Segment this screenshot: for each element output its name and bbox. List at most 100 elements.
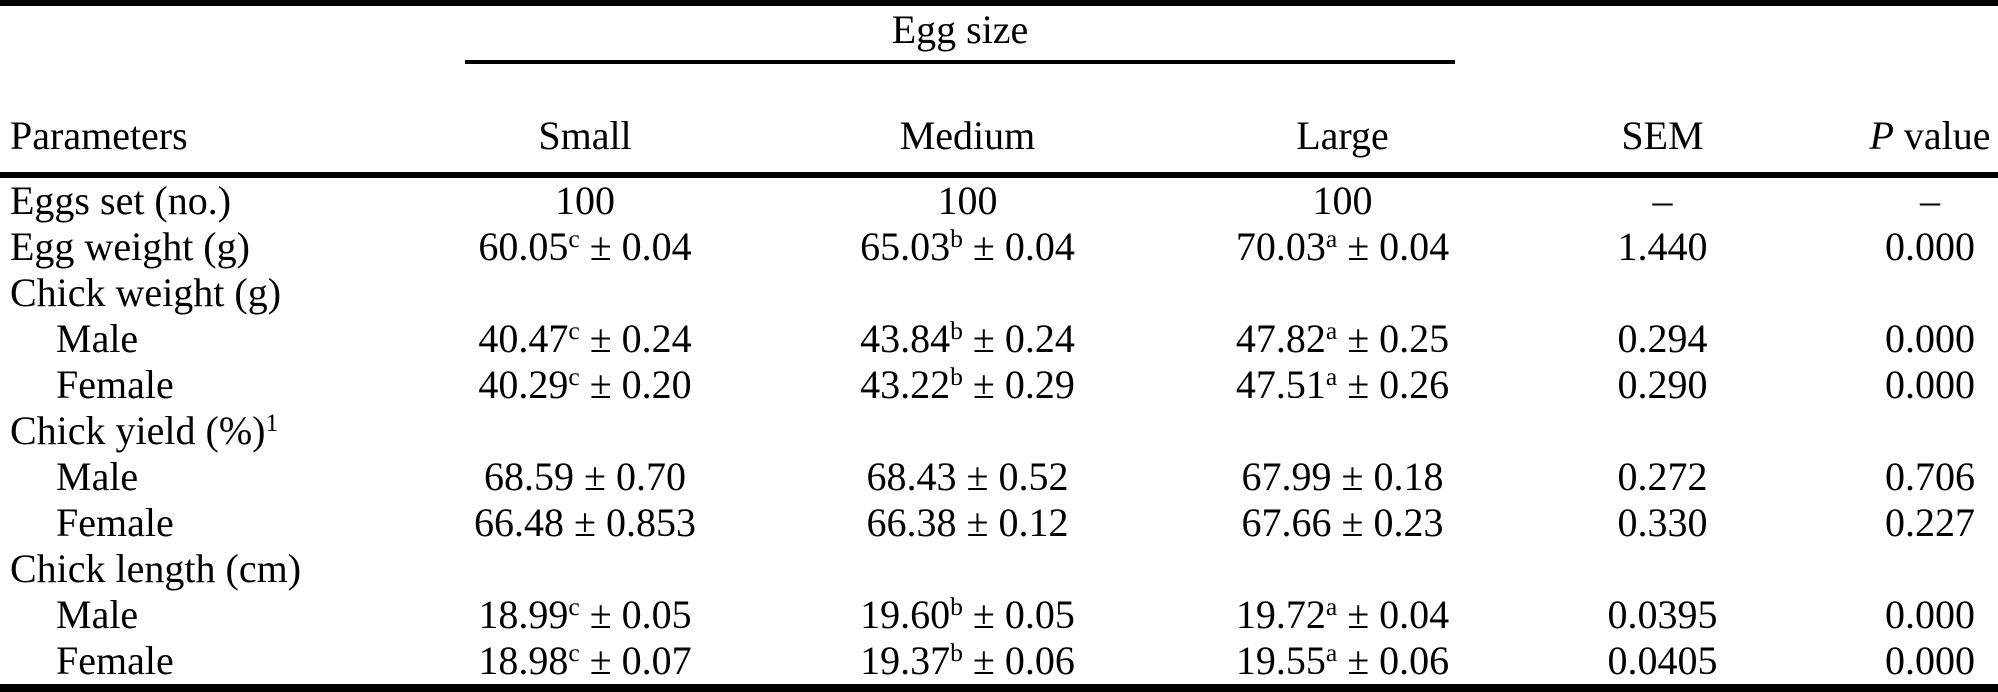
- table-row: Female 18.98c ± 0.07 19.37b ± 0.06 19.55a ±…: [0, 638, 1998, 692]
- cell-value: 40.29c ± 0.20: [478, 362, 692, 407]
- cell-value: [1525, 270, 1800, 316]
- table-row: Female 66.48 ± 0.853 66.38 ± 0.12 67.66 ± 0…: [0, 500, 1998, 546]
- cell-value: [395, 270, 775, 316]
- cell-value: [1525, 546, 1800, 592]
- cell-value: 67.66 ± 0.23: [1241, 500, 1444, 545]
- cell-value: 19.55a ± 0.06: [1160, 638, 1526, 692]
- cell-value: [1800, 408, 1998, 454]
- cell-value: 0.330: [1617, 500, 1708, 545]
- cell-value: [1160, 546, 1525, 592]
- cell-value: 0.000: [1800, 638, 1998, 692]
- cell-value: 43.84b ± 0.24: [860, 316, 1075, 361]
- significance-superscript: b: [950, 224, 963, 254]
- cell-value: 19.72a ± 0.04: [1235, 592, 1450, 637]
- table-row: Female 40.29c ± 0.20 43.22b ± 0.29 47.51a ±…: [0, 362, 1998, 408]
- table-row: Chick length (cm): [0, 546, 1998, 592]
- significance-superscript: a: [1325, 224, 1338, 254]
- significance-superscript: b: [950, 638, 963, 668]
- column-header-sem: SEM: [1525, 68, 1801, 178]
- table-body: Eggs set (no.) 100 100 100 – – Egg weight (g) 6…: [0, 175, 1998, 692]
- column-header-parameters: Parameters: [0, 68, 395, 178]
- significance-superscript: c: [568, 316, 580, 346]
- significance-superscript: c: [568, 592, 580, 622]
- row-parameter-label: Chick weight (g): [10, 270, 282, 315]
- row-parameter-label: Egg weight (g): [10, 224, 250, 269]
- cell-value: 68.59 ± 0.70: [484, 454, 686, 499]
- row-parameter-label: Female: [0, 638, 395, 692]
- row-parameter-label: Male: [56, 592, 139, 637]
- spanner-spacer-right: [1525, 3, 1998, 68]
- cell-value: 47.51a ± 0.26: [1235, 362, 1450, 407]
- cell-value: [1525, 408, 1800, 454]
- spanner-spacer-left: [0, 3, 395, 68]
- table-row: Chick yield (%)1: [0, 408, 1998, 454]
- cell-value: [1800, 270, 1998, 316]
- cell-value: [395, 408, 775, 454]
- cell-value: 0.0405: [1525, 638, 1801, 692]
- significance-superscript: a: [1325, 638, 1338, 668]
- cell-value: 0.294: [1617, 316, 1708, 361]
- cell-value: [1160, 408, 1525, 454]
- cell-value: 40.47c ± 0.24: [478, 316, 692, 361]
- cell-value: 100: [555, 178, 615, 223]
- significance-superscript: b: [950, 316, 963, 346]
- table-row: Chick weight (g): [0, 270, 1998, 316]
- table-row: Male 18.99c ± 0.05 19.60b ± 0.05 19.72a ± 0…: [0, 592, 1998, 638]
- cell-value: 0.0395: [1607, 592, 1718, 637]
- column-header-large: Large: [1160, 68, 1526, 178]
- cell-value: –: [1920, 178, 1941, 223]
- cell-value: [775, 408, 1160, 454]
- row-parameter-label: Eggs set (no.): [10, 178, 232, 223]
- cell-value: 0.706: [1885, 454, 1976, 499]
- significance-superscript: c: [568, 362, 580, 392]
- spanner-row: Egg size: [0, 3, 1998, 68]
- row-parameter-label: Female: [56, 500, 174, 545]
- column-header-p-value: P value: [1800, 68, 1998, 178]
- footnote-marker: 1: [265, 408, 279, 438]
- significance-superscript: b: [950, 362, 963, 392]
- spanner-cell: Egg size: [395, 3, 1525, 68]
- cell-value: 100: [937, 178, 998, 223]
- cell-value: 68.43 ± 0.52: [866, 454, 1069, 499]
- cell-value: [1800, 546, 1998, 592]
- p-value-italic-p: P: [1869, 113, 1894, 158]
- cell-value: 0.000: [1885, 316, 1976, 361]
- cell-value: 43.22b ± 0.29: [860, 362, 1075, 407]
- significance-superscript: a: [1325, 316, 1338, 346]
- cell-value: 0.000: [1885, 362, 1976, 407]
- cell-value: 0.290: [1617, 362, 1708, 407]
- row-parameter-label: Female: [56, 362, 174, 407]
- column-header-row: Parameters Small Medium Large SEM P valu…: [0, 68, 1998, 178]
- cell-value: 0.000: [1885, 224, 1976, 269]
- significance-superscript: b: [950, 592, 963, 622]
- cell-value: [775, 546, 1160, 592]
- row-parameter-label: Chick length (cm): [10, 546, 302, 591]
- cell-value: 0.000: [1885, 592, 1976, 637]
- cell-value: 1.440: [1617, 224, 1708, 269]
- cell-value: 60.05c ± 0.04: [478, 224, 692, 269]
- significance-superscript: c: [568, 638, 580, 668]
- cell-value: 67.99 ± 0.18: [1241, 454, 1444, 499]
- significance-superscript: a: [1325, 592, 1338, 622]
- table-row: Egg weight (g) 60.05c ± 0.04 65.03b ± 0.04…: [0, 224, 1998, 270]
- row-parameter-label: Chick yield (%)1: [10, 408, 279, 453]
- cell-value: [395, 546, 775, 592]
- spanner-label: Egg size: [465, 10, 1456, 64]
- cell-value: [775, 270, 1160, 316]
- p-value-rest: value: [1893, 113, 1991, 158]
- cell-value: [1160, 270, 1525, 316]
- column-header-medium: Medium: [775, 68, 1160, 178]
- cell-value: 47.82a ± 0.25: [1235, 316, 1450, 361]
- cell-value: 65.03b ± 0.04: [860, 224, 1075, 269]
- cell-value: 66.48 ± 0.853: [474, 500, 696, 545]
- cell-value: 0.272: [1617, 454, 1708, 499]
- cell-value: 19.60b ± 0.05: [860, 592, 1075, 637]
- table-row: Male 68.59 ± 0.70 68.43 ± 0.52 67.99 ± 0.18…: [0, 454, 1998, 500]
- column-header-small: Small: [395, 68, 775, 178]
- cell-value: –: [1652, 178, 1673, 223]
- cell-value: 70.03a ± 0.04: [1235, 224, 1450, 269]
- cell-value: 66.38 ± 0.12: [866, 500, 1069, 545]
- table-row: Male 40.47c ± 0.24 43.84b ± 0.24 47.82a ± 0…: [0, 316, 1998, 362]
- cell-value: 19.37b ± 0.06: [775, 638, 1160, 692]
